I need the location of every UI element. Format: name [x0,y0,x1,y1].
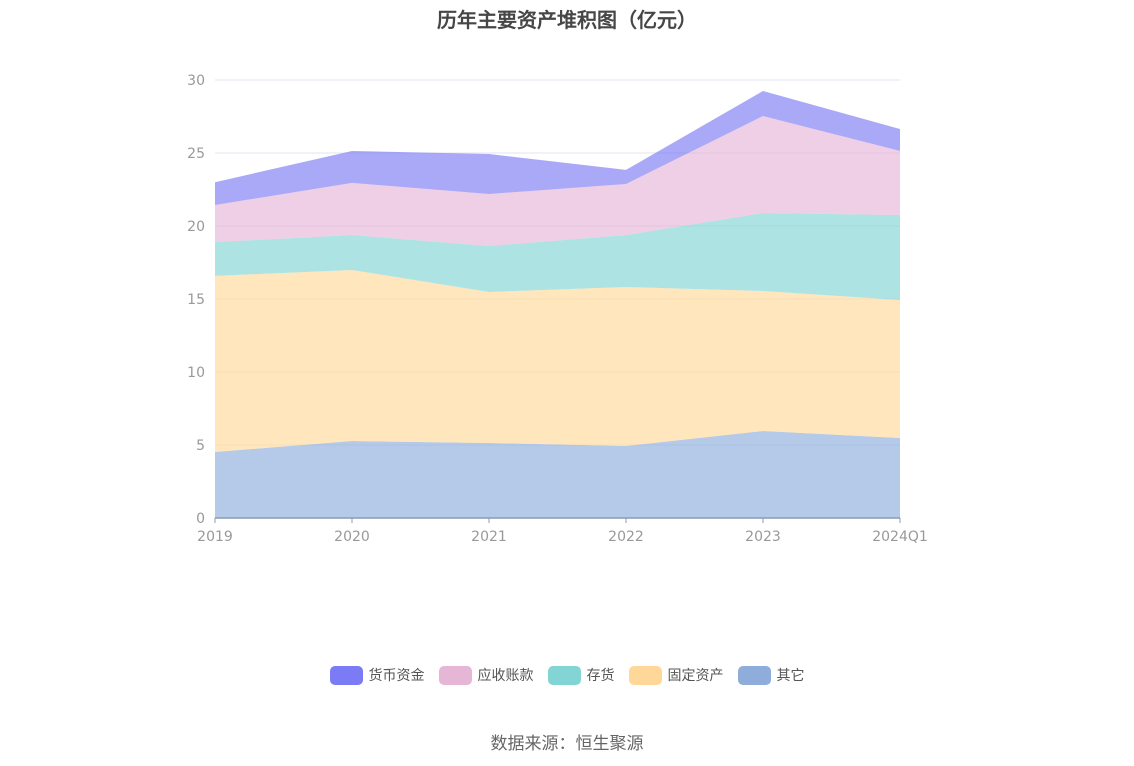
legend-label: 应收账款 [477,668,534,684]
y-tick-label: 30 [187,73,205,89]
legend-item[interactable]: 应收账款 [438,665,534,685]
area-1 [215,269,900,453]
x-tick-label: 2021 [471,529,507,545]
legend-label: 固定资产 [667,668,724,684]
area-3 [215,116,900,247]
y-tick-label: 25 [187,146,205,162]
source-note: 数据来源：恒生聚源 [490,734,644,754]
x-tick-label: 2024Q1 [872,529,928,545]
legend-label: 其它 [776,668,805,684]
y-tick-label: 10 [187,365,205,381]
legend: 货币资金 应收账款 存货 固定资产 其它 [0,665,1134,685]
legend-swatch [737,665,771,685]
legend-swatch [628,665,662,685]
legend-swatch [547,665,581,685]
y-tick-label: 20 [187,219,205,235]
x-tick-label: 2023 [745,529,781,545]
legend-item[interactable]: 货币资金 [329,665,425,685]
legend-item[interactable]: 固定资产 [628,665,724,685]
area-0 [215,430,900,518]
x-tick-label: 2020 [334,529,370,545]
y-tick-label: 15 [187,292,205,308]
legend-swatch [329,665,363,685]
y-tick-label: 5 [196,438,205,454]
legend-label: 存货 [586,668,615,684]
x-tick-label: 2022 [608,529,644,545]
y-tick-label: 0 [196,511,205,527]
legend-item[interactable]: 存货 [547,665,615,685]
legend-label: 货币资金 [368,668,425,684]
chart-title: 历年主要资产堆积图（亿元） [437,8,697,32]
legend-swatch [438,665,472,685]
x-tick-label: 2019 [197,529,233,545]
area-4 [215,90,900,205]
legend-item[interactable]: 其它 [737,665,805,685]
area-2 [215,213,900,301]
